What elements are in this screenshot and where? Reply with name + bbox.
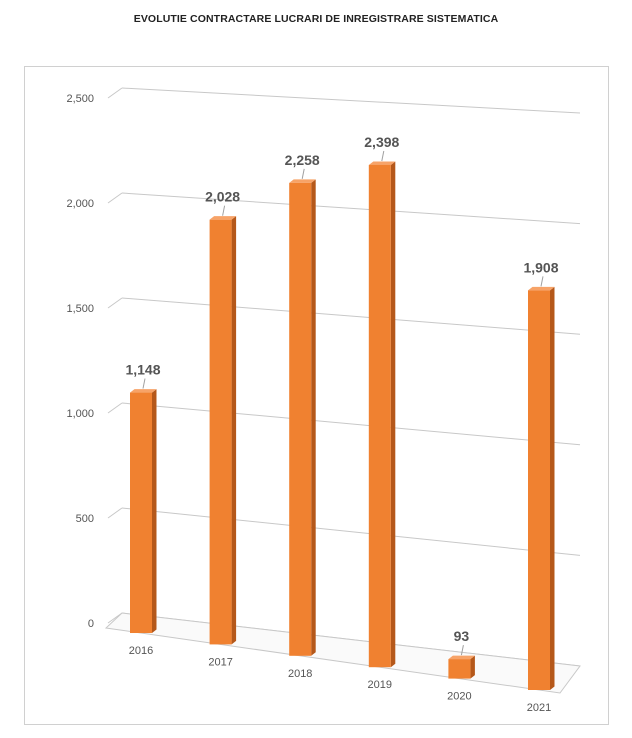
x-tick-label: 2017 [208,656,232,668]
bar-front [130,392,152,634]
y-tick-label: 1,500 [66,303,94,315]
chart-title: EVOLUTIE CONTRACTARE LUCRARI DE INREGIST… [133,13,499,25]
bar [528,286,555,690]
bars: 1,148 2,028 2,258 2,398 93 1,908 [125,134,559,690]
gridline [121,297,581,335]
gridline [121,192,581,225]
bar-side [231,216,237,645]
bar-top [209,216,237,220]
data-label-leader [222,205,226,216]
y-tick-label: 1,000 [66,408,94,420]
data-label: 93 [454,628,470,644]
bar-top [368,161,396,165]
data-label-leader [301,168,305,179]
bar-front [528,290,550,690]
bar-front [368,164,391,668]
x-tick-label: 2016 [129,645,153,657]
data-label-leader [142,378,146,389]
y-tick-label: 0 [88,618,94,630]
gridline-depth [107,507,123,519]
bar [448,655,475,679]
gridline-depth [107,192,123,204]
bar-front [209,219,232,645]
bar-front [289,182,312,656]
gridline [121,87,581,114]
chart-floor [104,612,581,694]
bar [289,179,316,656]
x-tick-label: 2018 [288,668,312,680]
bar-top [528,286,555,291]
data-label: 1,908 [523,259,558,275]
bar-side [470,655,475,679]
bar [368,161,396,668]
y-axis-ticks: 0 500 1,000 1,500 2,000 2,500 [66,93,94,630]
x-axis-ticks: 2016 2017 2018 2019 2020 2021 [129,645,551,714]
bar-top [448,655,475,660]
data-label: 2,028 [205,189,240,205]
bar-top [289,179,316,183]
gridlines [104,87,581,694]
gridline [121,402,581,446]
gridline-depth [107,87,123,99]
y-tick-label: 500 [76,513,94,525]
chart-frame [24,66,609,725]
data-label: 2,398 [364,134,399,150]
data-label: 1,148 [125,362,160,378]
y-tick-label: 2,500 [66,93,94,105]
bar-top [130,389,157,393]
bar-front [448,659,471,679]
bar-side [390,161,396,668]
data-label-leader [540,276,544,287]
bar-side [311,179,316,656]
y-tick-label: 2,000 [66,198,94,210]
x-tick-label: 2021 [527,702,551,714]
x-tick-label: 2019 [368,679,392,691]
bar-side [550,286,555,690]
x-tick-label: 2020 [447,691,471,703]
gridline-depth [107,297,123,309]
data-label-leader [381,150,385,162]
data-label-leader [460,645,464,656]
gridline-depth [107,402,123,414]
bar [209,216,237,645]
bar-side [152,389,157,634]
data-label: 2,258 [285,152,320,168]
bar [130,389,157,634]
gridline [121,507,581,556]
